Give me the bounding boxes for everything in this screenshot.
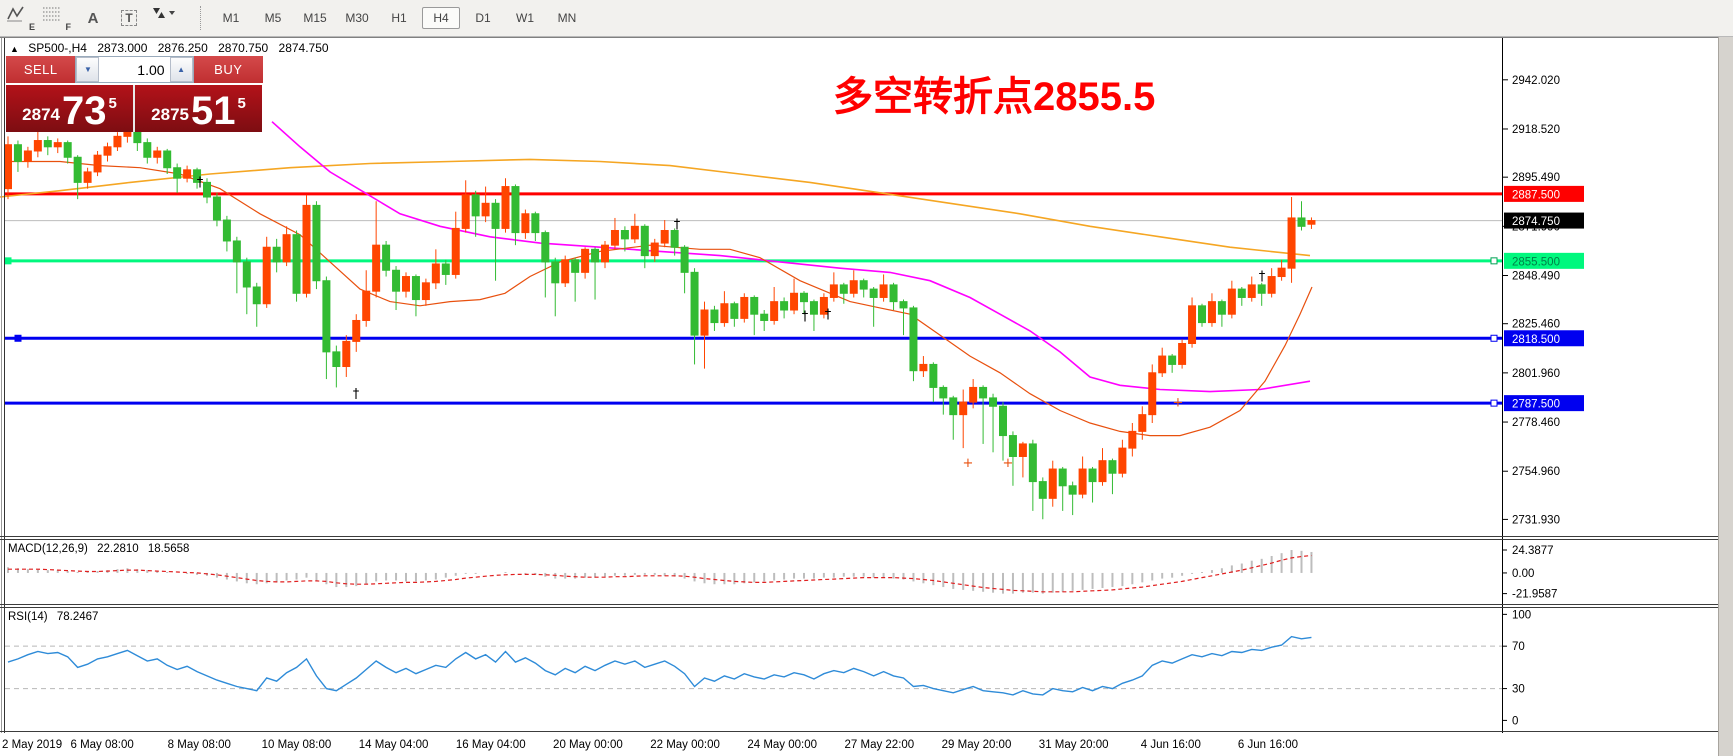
timeframe-button-w1[interactable]: W1	[516, 11, 534, 25]
price-tick-label: 2754.960	[1512, 466, 1560, 478]
fibonacci-grid-icon[interactable]: F	[43, 7, 71, 32]
price-tick-label: 2918.520	[1512, 124, 1560, 136]
rsi-header: RSI(14) 78.2467	[8, 611, 104, 623]
time-tick-label: 6 May 08:00	[70, 739, 134, 751]
text-label-icon[interactable]: A	[87, 9, 99, 27]
macd-main-value: 22.2810	[97, 543, 139, 555]
macd-axis-label: 24.3877	[1512, 545, 1554, 557]
rsi-axis-label: 100	[1512, 609, 1531, 621]
chart-object-marker: †	[353, 387, 360, 402]
collapse-triangle-icon[interactable]: ▲	[10, 44, 19, 54]
chart-object-marker: †	[825, 307, 832, 322]
volume-stepper: ▼ 1.00 ▲	[75, 56, 194, 83]
rsi-axis-label: 30	[1512, 684, 1525, 696]
time-tick-label: 22 May 00:00	[650, 739, 720, 751]
ohlc-high: 2876.250	[157, 41, 208, 55]
resistance-line-badge: 2887.500	[1512, 189, 1560, 201]
price-tick-label: 2825.460	[1512, 319, 1560, 331]
rsi-name: RSI(14)	[8, 611, 48, 623]
volume-value[interactable]: 1.00	[137, 61, 165, 78]
time-tick-label: 20 May 00:00	[553, 739, 623, 751]
price-tick-label: 2801.960	[1512, 368, 1560, 380]
sell-button[interactable]: SELL	[6, 56, 76, 83]
volume-decrease-button[interactable]: ▼	[76, 57, 100, 82]
time-tick-label: 29 May 20:00	[941, 739, 1012, 751]
price-tick-label: 2942.020	[1512, 75, 1560, 87]
bid-price-box[interactable]: 2874 73 5	[6, 85, 135, 132]
window-right-strip	[1718, 0, 1733, 756]
timeframe-button-d1[interactable]: D1	[475, 11, 491, 25]
time-axis[interactable]: 2 May 2019 6 May 08:00 8 May 08:00 10 May 0…	[0, 733, 1718, 756]
macd-header: MACD(12,26,9) 22.2810 18.5658	[8, 543, 195, 555]
timeframe-button-h1[interactable]: H1	[391, 11, 407, 25]
time-tick-label: 24 May 00:00	[747, 739, 818, 751]
macd-signal-value: 18.5658	[147, 543, 190, 555]
chart-object-marker: +	[963, 456, 974, 471]
price-tick-label: 2731.930	[1512, 514, 1560, 526]
ohlc-low: 2870.750	[218, 41, 269, 55]
chart-object-marker: †	[674, 217, 681, 232]
time-tick-label: 6 Jun 16:00	[1237, 739, 1298, 751]
timeframe-button-m1[interactable]: M1	[222, 11, 240, 25]
rsi-value: 78.2467	[56, 611, 99, 623]
one-click-trading-panel: SELL ▼ 1.00 ▲ BUY 2874 73 5 2875 51 5	[6, 56, 263, 132]
ask-prefix: 2875	[151, 105, 189, 124]
text-box-icon[interactable]: T	[114, 5, 144, 31]
ask-price-box[interactable]: 2875 51 5	[135, 85, 262, 132]
timeframe-button-m5[interactable]: M5	[264, 11, 282, 25]
timeframe-button-h4[interactable]: H4	[422, 7, 460, 29]
time-tick-label: 27 May 22:00	[844, 739, 915, 751]
cursor-mode-icon[interactable]	[150, 5, 190, 31]
top-toolbar: E F A T M1 M5 M15 M30 H1 H4 D1 W1 MN	[0, 0, 1733, 37]
buy-button[interactable]: BUY	[193, 56, 263, 83]
chart-object-marker: +	[1173, 395, 1184, 410]
ask-big-digits: 51	[190, 89, 236, 133]
chart-object-marker: +	[1003, 456, 1014, 471]
time-tick-label: 2 May 2019	[2, 739, 63, 751]
macd-axis-label: 0.00	[1512, 568, 1534, 580]
timeframe-button-m15[interactable]: M15	[303, 11, 327, 25]
ohlc-open: 2873.000	[97, 41, 148, 55]
current-price-line-badge: 2874.750	[1512, 216, 1560, 228]
chart-object-marker: †	[197, 176, 204, 191]
bid-pip-digit: 5	[108, 95, 117, 112]
macd-axis-label: -21.9587	[1512, 589, 1557, 601]
symbol-header: ▲ SP500-,H4 2873.000 2876.250 2870.750 2…	[10, 41, 336, 55]
timeframe-group: M1 M5 M15 M30 H1 H4 D1 W1 MN	[210, 7, 588, 29]
chart-object-marker: †	[1259, 270, 1266, 285]
time-tick-label: 4 Jun 16:00	[1140, 739, 1201, 751]
time-tick-label: 10 May 08:00	[261, 739, 332, 751]
chart-annotation-text: 多空转折点2855.5	[833, 75, 1156, 119]
time-tick-label: 14 May 04:00	[358, 739, 429, 751]
bid-prefix: 2874	[22, 105, 60, 124]
draw-study-icon[interactable]: E	[6, 5, 36, 32]
macd-name: MACD(12,26,9)	[8, 543, 88, 555]
chart-object-marker: †	[802, 309, 809, 324]
time-tick-label: 16 May 04:00	[455, 739, 526, 751]
symbol-name: SP500-,H4	[28, 41, 87, 55]
time-tick-label: 8 May 08:00	[167, 739, 231, 751]
bid-big-digits: 73	[61, 89, 107, 133]
price-tick-label: 2848.490	[1512, 271, 1560, 283]
toolbar-separator	[200, 6, 202, 30]
volume-increase-button[interactable]: ▲	[169, 57, 193, 82]
timeframe-button-mn[interactable]: MN	[557, 11, 577, 25]
time-tick-label: 31 May 20:00	[1038, 739, 1109, 751]
ohlc-close: 2874.750	[278, 41, 329, 55]
support-line-1-badge: 2818.500	[1512, 334, 1560, 346]
ask-pip-digit: 5	[237, 95, 246, 112]
timeframe-button-m30[interactable]: M30	[345, 11, 369, 25]
price-tick-label: 2778.460	[1512, 417, 1560, 429]
rsi-axis-label: 70	[1512, 641, 1525, 653]
price-tick-label: 2895.490	[1512, 172, 1560, 184]
support-line-2-badge: 2787.500	[1512, 399, 1560, 411]
pivot-line-badge: 2855.500	[1512, 256, 1560, 268]
rsi-axis-label: 0	[1512, 715, 1518, 727]
